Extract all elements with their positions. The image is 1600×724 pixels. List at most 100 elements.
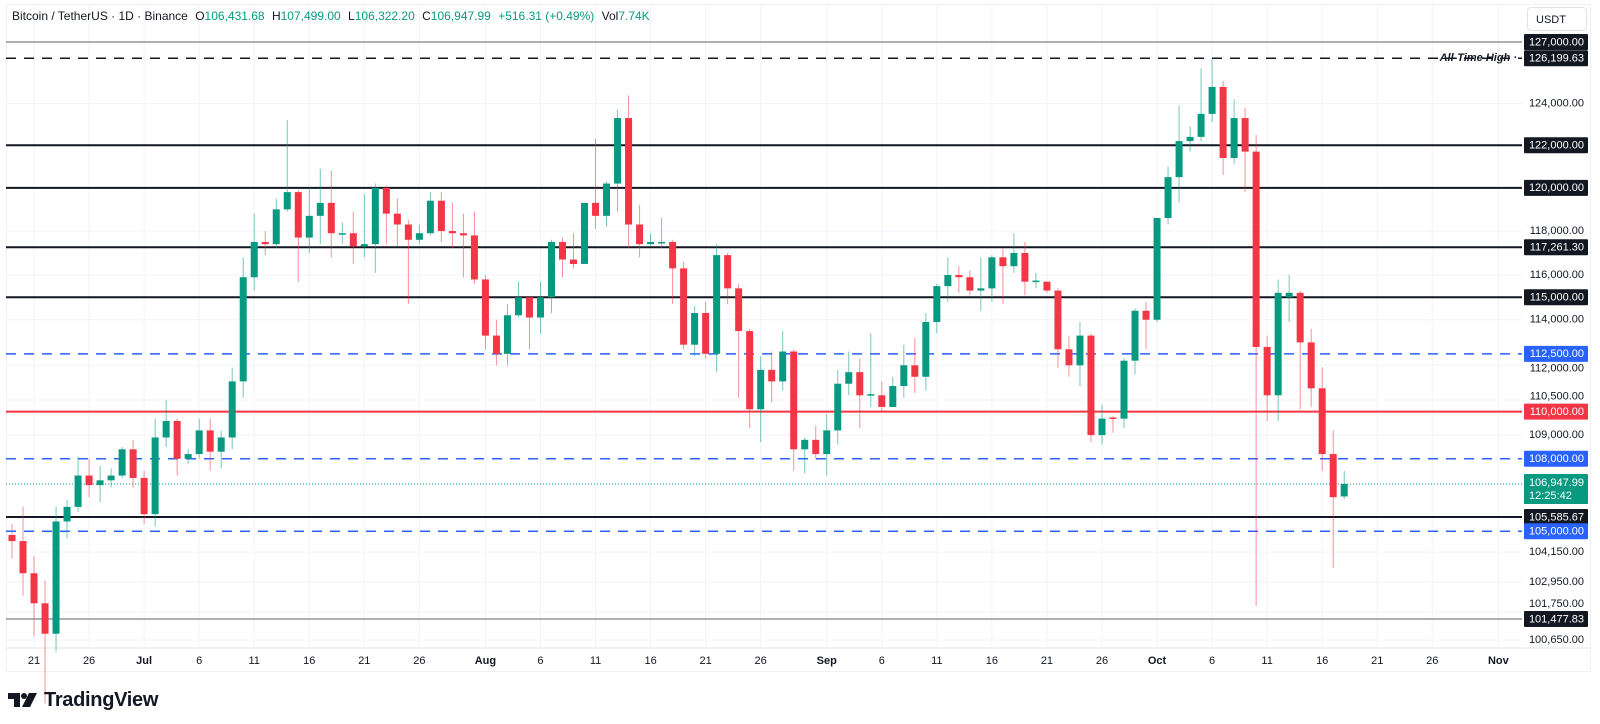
time-axis-tick-label: 16 (986, 655, 998, 667)
tradingview-logo-icon (8, 693, 37, 707)
candle-body-down (790, 351, 798, 450)
price-level-label-box (1524, 508, 1588, 525)
candle-body-up (1230, 118, 1238, 158)
price-axis-tick-label: 114,000.00 (1530, 314, 1584, 326)
candle-body-up (107, 475, 115, 481)
time-axis-tick-label: 16 (644, 655, 656, 667)
candle-body-up (713, 255, 721, 354)
candle-body-down (1087, 335, 1095, 436)
candle-body-down (349, 233, 357, 247)
candle-body-down (481, 279, 489, 336)
candle-body-down (1329, 454, 1337, 498)
price-level-label: 127,000.00 (1529, 36, 1584, 48)
candle-body-down (878, 395, 886, 407)
time-axis-tick-label: 21 (700, 655, 712, 667)
candle-body-down (470, 235, 478, 280)
price-axis-tick-label: 104,150.00 (1529, 546, 1584, 558)
open-value: O106,431.68 (195, 9, 265, 23)
candle-body-down (1252, 151, 1260, 347)
time-axis-tick-label: 16 (1316, 655, 1328, 667)
candle-body-down (1219, 86, 1227, 158)
tradingview-logo-text: TradingView (44, 688, 159, 711)
high-value: H107,499.00 (271, 9, 341, 23)
candle-body-up (1274, 292, 1282, 396)
time-axis-tick-label: 26 (1426, 655, 1438, 667)
candle-body-up (834, 383, 842, 431)
candle-body-up (1285, 292, 1293, 298)
candle-body-down (1109, 417, 1117, 419)
price-level-label-box (1524, 450, 1588, 467)
time-axis-tick-label: 6 (1209, 655, 1215, 667)
candle-body-down (492, 335, 500, 354)
candle-body-up (614, 118, 622, 184)
time-axis-tick-label: 11 (590, 655, 601, 667)
candle-body-up (1340, 483, 1348, 497)
symbol-title[interactable]: Bitcoin / TetherUS · 1D · Binance (12, 9, 188, 23)
symbol-legend: Bitcoin / TetherUS · 1D · Binance O106,4… (12, 9, 654, 23)
candle-body-up (162, 420, 170, 438)
candle-body-down (448, 231, 456, 234)
candle-body-down (559, 241, 566, 260)
candle-body-down (1296, 292, 1304, 343)
price-level-label-box (1524, 611, 1588, 628)
all-time-high-note: All-Time High · (1439, 52, 1517, 64)
current-price-label: 106,947.99 (1529, 477, 1584, 489)
candle-body-down (570, 259, 578, 264)
price-axis-tick-label: 101,750.00 (1529, 598, 1584, 610)
currency-button[interactable]: USDT (1527, 7, 1587, 31)
candle-body-up (900, 365, 908, 387)
candle-body-down (1318, 388, 1326, 455)
candle-body-up (1098, 418, 1106, 436)
chart-panel[interactable] (6, 4, 1591, 672)
candle-body-up (74, 475, 82, 507)
time-axis-tick-label: Jul (136, 655, 152, 667)
candle-body-down (1065, 349, 1073, 366)
tradingview-logo[interactable]: TradingView (8, 688, 158, 712)
time-axis-tick-label: 26 (83, 655, 95, 667)
price-level-label: 126,199.63 (1529, 53, 1584, 65)
price-axis-tick-label: 124,000.00 (1529, 97, 1584, 109)
candle-body-down (382, 187, 390, 214)
candle-body-up (845, 372, 853, 384)
candle-body-up (1164, 177, 1172, 219)
price-axis-tick-label: 112,000.00 (1530, 363, 1584, 375)
price-level-label-box (1524, 179, 1588, 196)
candle-body-up (1186, 136, 1194, 142)
candle-body-down (404, 224, 412, 240)
candle-body-up (426, 200, 434, 234)
candle-body-up (581, 202, 589, 264)
candle-body-down (327, 202, 335, 234)
time-axis-tick-label: Aug (475, 655, 496, 667)
time-axis-tick-label: 6 (196, 655, 202, 667)
candle-body-up (757, 369, 765, 410)
candle-body-up (63, 506, 71, 522)
price-level-label-box (1524, 137, 1588, 154)
candle-body-down (812, 439, 820, 455)
time-axis-tick-label: 11 (1261, 655, 1272, 667)
price-level-label-box (1524, 50, 1588, 67)
price-axis-tick-label: 118,000.00 (1530, 225, 1584, 237)
candle-body-up (944, 275, 952, 287)
candle-body-up (415, 233, 423, 240)
candle-body-down (393, 213, 401, 225)
candle-body-down (1263, 346, 1271, 396)
candle-body-up (779, 351, 787, 382)
price-level-label-box (1524, 34, 1588, 50)
candle-body-up (250, 241, 258, 278)
candle-body-up (889, 386, 897, 407)
candle-body-up (239, 277, 247, 382)
candle-body-down (525, 297, 533, 318)
candle-body-down (30, 573, 38, 604)
candle-body-up (1208, 86, 1216, 114)
candle-body-down (669, 241, 677, 269)
low-value: L106,322.20 (348, 9, 415, 23)
candle-body-up (1032, 280, 1040, 283)
price-level-label: 108,000.00 (1529, 453, 1584, 465)
price-level-label-box (1524, 403, 1588, 420)
candle-body-up (1010, 252, 1018, 267)
price-level-label: 112,500.00 (1530, 348, 1584, 360)
candle-body-up (52, 521, 60, 634)
time-axis-tick-label: Oct (1148, 655, 1167, 667)
price-axis-tick-label: 100,650.00 (1529, 634, 1584, 646)
